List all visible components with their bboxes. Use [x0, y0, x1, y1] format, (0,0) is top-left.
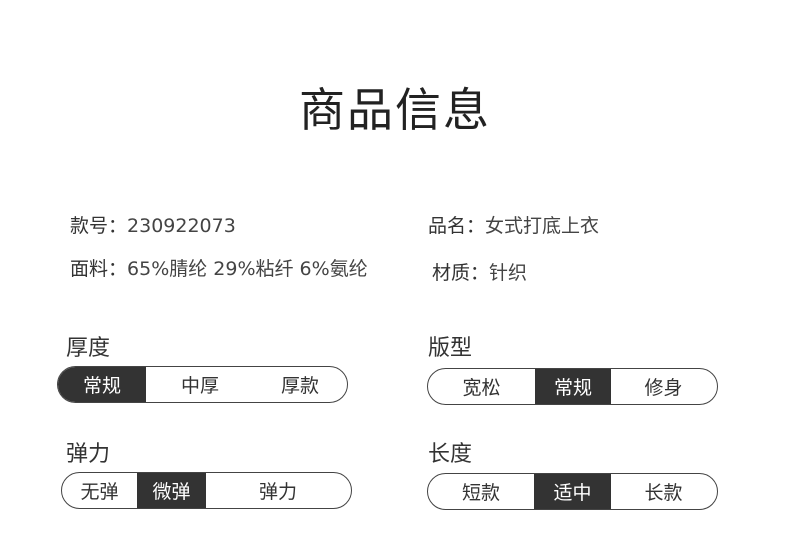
fit-option[interactable]: 修身 [611, 369, 716, 404]
thickness-label: 厚度 [66, 330, 110, 362]
thickness-option[interactable]: 中厚 [146, 367, 254, 402]
fabric: 面料：65%腈纶 29%粘纤 6%氨纶 [70, 254, 368, 281]
fabric-key: 面料： [70, 258, 127, 280]
material-key: 材质： [432, 262, 489, 284]
fit-selector: 宽松 常规 修身 [427, 368, 718, 405]
material-value: 针织 [489, 262, 527, 284]
product-name: 品名：女式打底上衣 [428, 211, 599, 238]
length-label: 长度 [428, 436, 472, 468]
fit-option[interactable]: 宽松 [428, 369, 535, 404]
style-number: 款号：230922073 [70, 211, 236, 238]
elasticity-option[interactable]: 弹力 [206, 473, 350, 508]
length-option[interactable]: 适中 [534, 474, 611, 509]
page-title: 商品信息 [0, 74, 790, 140]
length-option[interactable]: 短款 [428, 474, 534, 509]
elasticity-option[interactable]: 微弹 [137, 473, 206, 508]
product-name-key: 品名： [428, 215, 485, 237]
fit-label: 版型 [428, 330, 472, 362]
thickness-selector: 常规 中厚 厚款 [57, 366, 348, 403]
product-name-value: 女式打底上衣 [485, 215, 599, 237]
fit-option[interactable]: 常规 [535, 369, 611, 404]
elasticity-selector: 无弹 微弹 弹力 [61, 472, 352, 509]
fabric-value: 65%腈纶 29%粘纤 6%氨纶 [127, 258, 368, 280]
thickness-option[interactable]: 厚款 [254, 367, 346, 402]
elasticity-label: 弹力 [66, 436, 110, 468]
thickness-option[interactable]: 常规 [58, 367, 146, 402]
material: 材质：针织 [432, 258, 527, 285]
length-option[interactable]: 长款 [611, 474, 716, 509]
elasticity-option[interactable]: 无弹 [62, 473, 137, 508]
style-number-key: 款号： [70, 215, 127, 237]
style-number-value: 230922073 [127, 215, 236, 237]
length-selector: 短款 适中 长款 [427, 473, 718, 510]
